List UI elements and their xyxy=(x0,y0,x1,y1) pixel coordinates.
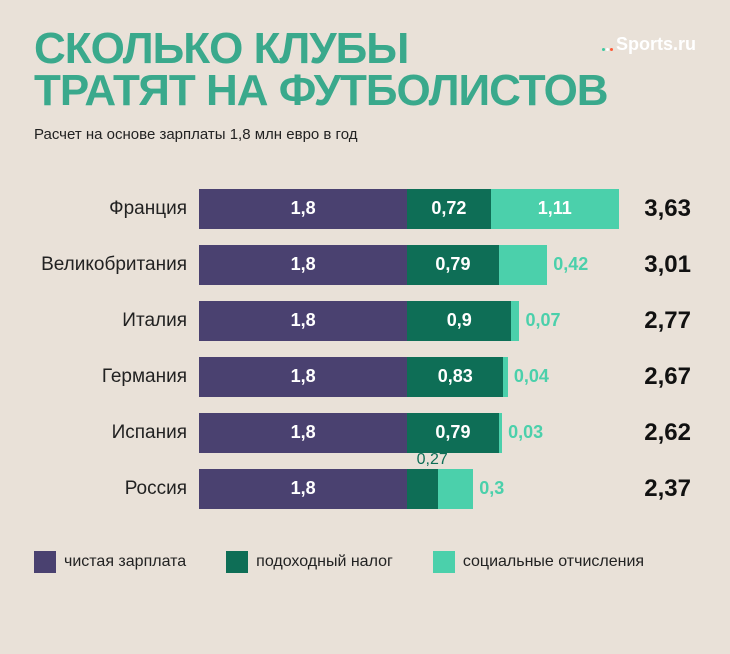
chart-row: Испания1,80,790,032,62 xyxy=(34,405,696,461)
chart-row: Великобритания1,80,790,423,01 xyxy=(34,237,696,293)
country-label: Испания xyxy=(34,422,199,444)
segment-tax: 0,83 xyxy=(407,357,503,397)
infographic-container: Sports.ru СКОЛЬКО КЛУБЫ ТРАТЯТ НА ФУТБОЛ… xyxy=(0,0,730,654)
logo-dots-icon xyxy=(602,35,614,56)
stacked-bar-chart: Франция1,80,721,113,63Великобритания1,80… xyxy=(34,181,696,517)
chart-title: СКОЛЬКО КЛУБЫ ТРАТЯТ НА ФУТБОЛИСТОВ xyxy=(34,28,696,112)
segment-tax: 0,72 xyxy=(407,189,490,229)
segment-social-label: 0,04 xyxy=(508,366,549,387)
legend-item: чистая зарплата xyxy=(34,551,186,573)
segment-social: 0,42 xyxy=(499,245,548,285)
segment-social-label: 0,03 xyxy=(502,422,543,443)
country-label: Германия xyxy=(34,366,199,388)
chart-row: Германия1,80,830,042,67 xyxy=(34,349,696,405)
bar-area: 1,80,830,04 xyxy=(199,357,619,397)
segment-social-label: 0,07 xyxy=(519,310,560,331)
legend-swatch xyxy=(433,551,455,573)
legend-item: подоходный налог xyxy=(226,551,393,573)
legend-swatch xyxy=(34,551,56,573)
country-label: Италия xyxy=(34,310,199,332)
dot xyxy=(606,48,609,51)
segment-tax: 0,27 xyxy=(407,469,438,509)
segment-social-label: 0,3 xyxy=(473,478,504,499)
dot xyxy=(610,48,613,51)
chart-row: Франция1,80,721,113,63 xyxy=(34,181,696,237)
row-total: 2,67 xyxy=(619,363,691,391)
segment-social-label: 0,42 xyxy=(547,254,588,275)
row-total: 2,77 xyxy=(619,307,691,335)
country-label: Россия xyxy=(34,478,199,500)
legend-swatch xyxy=(226,551,248,573)
segment-net: 1,8 xyxy=(199,301,407,341)
chart-row: Италия1,80,90,072,77 xyxy=(34,293,696,349)
segment-tax: 0,79 xyxy=(407,413,498,453)
segment-social: 0,03 xyxy=(499,413,502,453)
segment-tax-label: 0,27 xyxy=(417,451,448,469)
bar-area: 1,80,790,03 xyxy=(199,413,619,453)
chart-row: Россия1,80,270,32,37 xyxy=(34,461,696,517)
sports-ru-logo: Sports.ru xyxy=(602,34,696,56)
legend-label: социальные отчисления xyxy=(463,553,644,571)
country-label: Франция xyxy=(34,198,199,220)
legend-label: чистая зарплата xyxy=(64,553,186,571)
row-total: 3,01 xyxy=(619,251,691,279)
segment-net: 1,8 xyxy=(199,245,407,285)
legend-label: подоходный налог xyxy=(256,553,393,571)
segment-tax: 0,79 xyxy=(407,245,498,285)
bar-area: 1,80,721,11 xyxy=(199,189,619,229)
title-line-2: ТРАТЯТ НА ФУТБОЛИСТОВ xyxy=(34,66,608,115)
row-total: 2,62 xyxy=(619,419,691,447)
bar-area: 1,80,790,42 xyxy=(199,245,619,285)
segment-social: 1,11 xyxy=(491,189,619,229)
row-total: 3,63 xyxy=(619,195,691,223)
chart-subtitle: Расчет на основе зарплаты 1,8 млн евро в… xyxy=(34,126,696,143)
segment-social: 0,3 xyxy=(438,469,473,509)
logo-text: Sports.ru xyxy=(616,34,696,54)
row-total: 2,37 xyxy=(619,475,691,503)
segment-net: 1,8 xyxy=(199,469,407,509)
legend-item: социальные отчисления xyxy=(433,551,644,573)
chart-legend: чистая зарплата подоходный налог социальны… xyxy=(34,551,696,573)
country-label: Великобритания xyxy=(34,254,199,276)
bar-area: 1,80,90,07 xyxy=(199,301,619,341)
segment-social: 0,07 xyxy=(511,301,519,341)
segment-net: 1,8 xyxy=(199,189,407,229)
segment-net: 1,8 xyxy=(199,413,407,453)
dot xyxy=(602,48,605,51)
segment-net: 1,8 xyxy=(199,357,407,397)
bar-area: 1,80,270,3 xyxy=(199,469,619,509)
segment-tax: 0,9 xyxy=(407,301,511,341)
segment-social: 0,04 xyxy=(503,357,508,397)
